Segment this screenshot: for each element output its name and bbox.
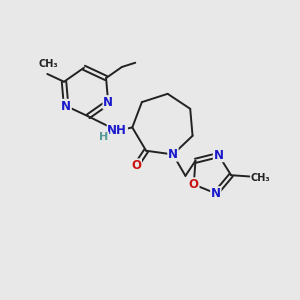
Text: N: N [214, 148, 224, 161]
Text: O: O [189, 178, 199, 191]
Text: NH: NH [107, 124, 127, 137]
Text: H: H [99, 132, 109, 142]
Text: N: N [61, 100, 71, 112]
Text: CH₃: CH₃ [251, 173, 271, 183]
Text: N: N [168, 148, 178, 161]
Text: N: N [211, 187, 221, 200]
Text: O: O [131, 159, 141, 172]
Text: CH₃: CH₃ [39, 59, 58, 70]
Text: N: N [103, 96, 113, 109]
